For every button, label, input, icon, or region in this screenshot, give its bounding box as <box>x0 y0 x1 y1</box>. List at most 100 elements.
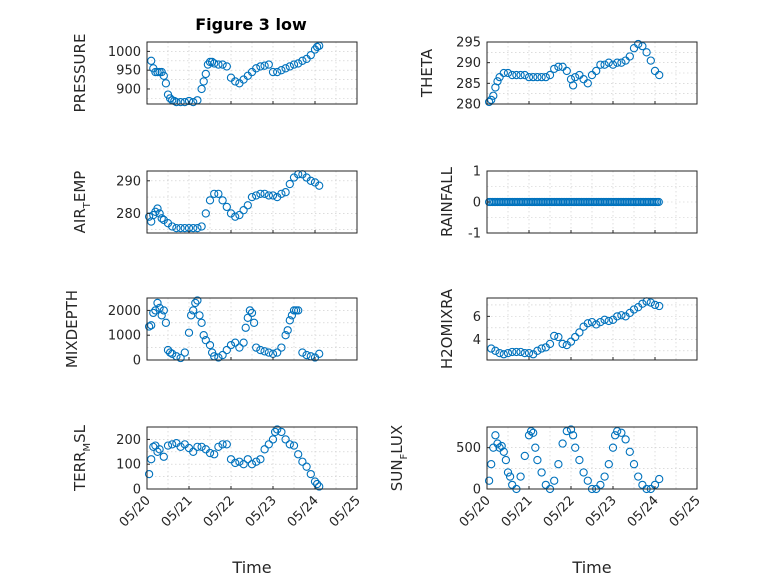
data-point <box>277 343 286 352</box>
data-point <box>189 306 198 315</box>
data-point <box>260 189 269 198</box>
data-point <box>218 60 227 69</box>
data-point <box>294 59 303 68</box>
data-point <box>526 426 536 436</box>
y-tick-labels: 46 <box>473 310 481 348</box>
data-point <box>180 97 189 107</box>
data-point <box>245 306 255 315</box>
data-point <box>516 472 525 481</box>
figure-title: Figure 3 low <box>195 15 307 34</box>
data-point <box>512 70 521 80</box>
data-point <box>558 439 567 448</box>
data-point <box>241 323 250 332</box>
axes-frame <box>486 426 698 490</box>
data-point <box>195 311 204 320</box>
data-point <box>168 440 177 449</box>
data-point <box>495 72 504 82</box>
data-point <box>197 318 206 327</box>
x-tick-label: 05/25 <box>667 493 704 530</box>
data-point <box>617 311 626 320</box>
data-point <box>571 332 580 342</box>
data-point <box>260 347 269 356</box>
data-point <box>291 306 301 315</box>
data-point <box>533 346 542 355</box>
data-point <box>193 442 202 451</box>
x-tick-label: 05/21 <box>159 493 196 530</box>
x-tick-labels: 05/20 05/21 05/22 05/23 05/24 05/25 <box>117 493 364 530</box>
data-point <box>617 428 626 437</box>
data-point <box>613 312 622 321</box>
data-point <box>186 311 196 320</box>
data-point <box>231 77 240 86</box>
data-point <box>214 353 223 362</box>
data-point <box>147 455 156 464</box>
h2omixra-panel: 46 H2OMIXRA <box>438 288 698 369</box>
data-markers <box>487 297 664 359</box>
x-tick-labels: 05/20 05/21 05/22 05/23 05/24 05/25 <box>457 493 704 530</box>
data-point <box>575 455 584 465</box>
data-point <box>153 447 162 456</box>
axes-frame <box>146 41 358 105</box>
data-point <box>505 472 515 481</box>
y-axis-label: THETA <box>418 48 436 98</box>
data-point <box>306 51 315 60</box>
data-point <box>157 214 166 223</box>
data-point <box>289 60 299 69</box>
data-point <box>484 97 494 107</box>
data-point <box>201 209 210 218</box>
data-point <box>222 345 231 355</box>
data-point <box>199 331 208 340</box>
grid-lines <box>146 171 358 233</box>
data-point <box>155 445 164 454</box>
data-point <box>281 435 290 444</box>
data-point <box>285 62 294 71</box>
y-tick-labels: 280 285 290 295 <box>456 36 481 113</box>
data-point <box>159 306 168 315</box>
data-point <box>197 222 206 231</box>
data-point <box>205 196 215 205</box>
data-point <box>151 306 160 315</box>
data-point <box>583 319 592 328</box>
data-point <box>537 468 546 477</box>
data-point <box>499 68 508 78</box>
axes-frame <box>146 170 358 234</box>
grid-lines <box>486 41 698 105</box>
x-tick-label: 05/25 <box>327 493 364 530</box>
data-point <box>287 311 297 320</box>
data-point <box>554 62 563 71</box>
data-point <box>159 452 168 461</box>
data-point <box>503 468 513 477</box>
data-point <box>495 348 504 358</box>
data-point <box>654 197 663 207</box>
data-point <box>524 72 534 82</box>
data-point <box>235 210 244 220</box>
grid-lines <box>146 426 358 490</box>
data-point <box>571 443 580 452</box>
data-point <box>592 320 601 329</box>
data-point <box>529 428 538 437</box>
data-point <box>646 298 655 307</box>
y-tick-label: 0 <box>133 354 141 369</box>
data-point <box>508 480 517 490</box>
data-point <box>201 69 210 79</box>
x-tick-label: 05/24 <box>625 493 662 530</box>
data-point <box>289 441 299 450</box>
data-point <box>210 189 219 198</box>
data-point <box>550 476 559 485</box>
data-point <box>310 477 320 486</box>
axes-frame <box>486 297 698 361</box>
theta-panel: 280 285 290 295 THETA <box>418 36 698 113</box>
data-point <box>503 348 513 358</box>
data-point <box>151 67 160 77</box>
data-point <box>218 440 227 449</box>
x-axis-label: Time <box>231 558 271 577</box>
data-point <box>583 79 592 88</box>
data-point <box>579 468 588 477</box>
x-tick-label: 05/23 <box>243 493 280 530</box>
data-point <box>180 223 189 233</box>
data-point <box>562 426 571 436</box>
data-point <box>201 336 210 345</box>
data-point <box>161 79 171 88</box>
data-point <box>281 64 290 73</box>
data-point <box>214 60 223 69</box>
